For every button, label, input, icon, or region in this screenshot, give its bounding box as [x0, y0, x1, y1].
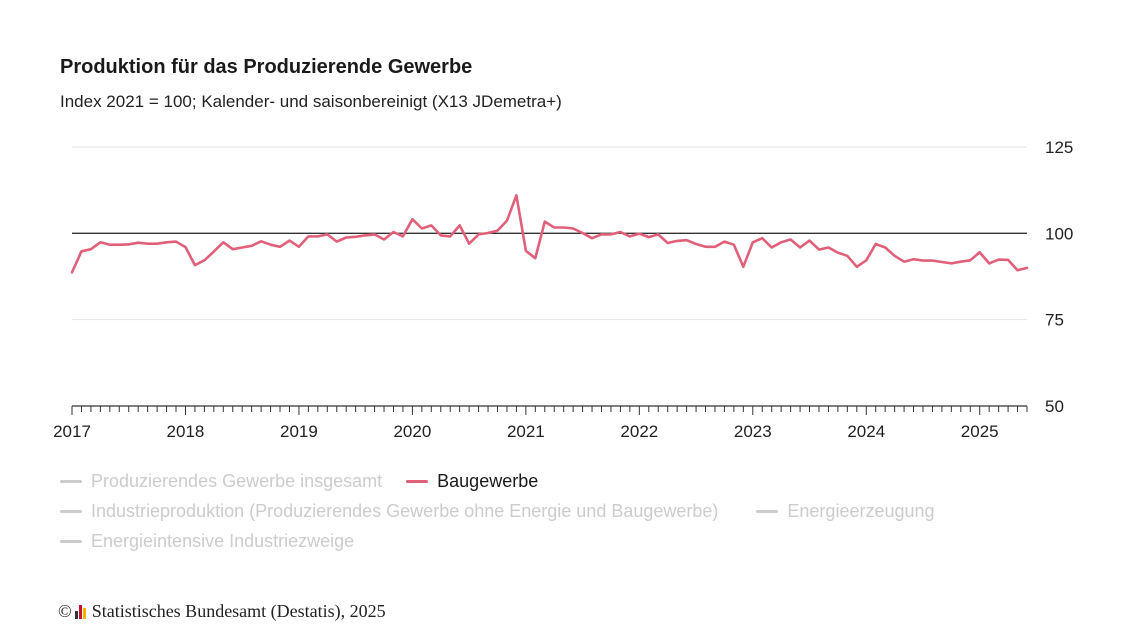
legend-label: Energieerzeugung	[787, 500, 935, 521]
legend-label: Energieintensive Industriezweige	[91, 530, 355, 551]
series-layer	[70, 194, 1029, 274]
legend-swatch	[60, 479, 82, 483]
x-tick-label: 2021	[507, 422, 545, 441]
legend-item-energieerzeugung[interactable]: Energieerzeugung	[756, 500, 935, 522]
legend-row: Produzierendes Gewerbe insgesamt Baugewe…	[60, 466, 1100, 496]
x-axis: 2017 2018 2019 2020 2021 2022 2023 2024 2025	[53, 405, 1028, 441]
legend-row: Energieintensive Industriezweige	[60, 526, 1100, 556]
chart-subtitle: Index 2021 = 100; Kalender- und saisonbe…	[60, 92, 562, 111]
legend-label: Baugewerbe	[437, 470, 539, 491]
y-tick-label: 100	[1045, 224, 1073, 243]
x-tick-label: 2025	[961, 422, 999, 441]
legend-item-baugewerbe[interactable]: Baugewerbe	[406, 471, 538, 492]
legend: Produzierendes Gewerbe insgesamt Baugewe…	[60, 466, 1100, 556]
x-tick-label: 2020	[393, 422, 431, 441]
legend-item-produzierendes-gewerbe[interactable]: Produzierendes Gewerbe insgesamt	[60, 471, 382, 492]
legend-label: Industrieproduktion (Produzierendes Gewe…	[91, 500, 719, 521]
chart-title: Produktion für das Produzierende Gewerbe	[60, 56, 473, 78]
y-tick-label: 50	[1045, 397, 1064, 416]
copyright-symbol: ©	[58, 601, 72, 621]
x-tick-label: 2019	[280, 422, 318, 441]
x-tick-label: 2024	[847, 422, 885, 441]
grid-layer	[72, 146, 1027, 321]
legend-item-energieintensive[interactable]: Energieintensive Industriezweige	[60, 531, 354, 552]
legend-swatch	[60, 509, 82, 513]
x-tick-label: 2017	[53, 422, 91, 441]
line-chart: 2017 2018 2019 2020 2021 2022 2023 2024 2025 125…	[53, 138, 1073, 441]
legend-swatch	[60, 539, 82, 543]
source-text: Statistisches Bundesamt (Destatis), 2025	[91, 601, 386, 621]
source-note: © Statistisches Bundesamt (Destatis), 20…	[58, 601, 386, 622]
x-tick-label: 2018	[167, 422, 205, 441]
x-tick-label: 2023	[734, 422, 772, 441]
legend-swatch	[756, 509, 779, 513]
y-tick-label: 125	[1045, 138, 1073, 157]
y-axis: 125 100 75 50	[1045, 138, 1073, 416]
legend-swatch	[406, 479, 429, 483]
x-tick-label: 2022	[620, 422, 658, 441]
legend-row: Industrieproduktion (Produzierendes Gewe…	[60, 496, 1100, 526]
legend-item-industrieproduktion[interactable]: Industrieproduktion (Produzierendes Gewe…	[60, 501, 718, 522]
y-tick-label: 75	[1045, 311, 1064, 330]
series-line-baugewerbe	[70, 194, 1029, 274]
destatis-logo-icon	[74, 604, 87, 619]
legend-label: Produzierendes Gewerbe insgesamt	[91, 470, 383, 491]
